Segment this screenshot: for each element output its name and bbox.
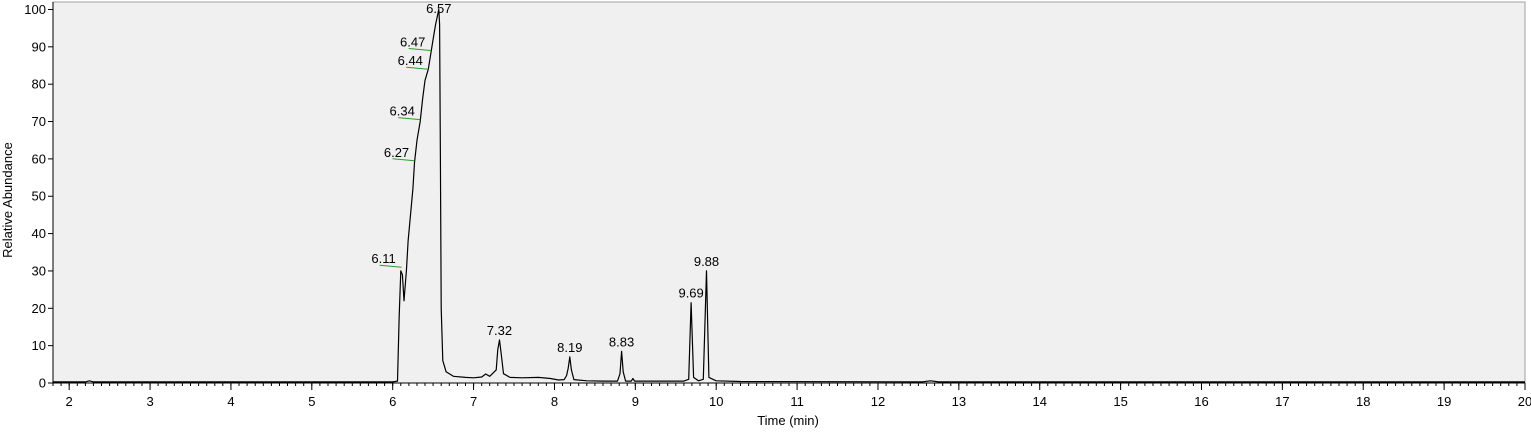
y-axis-ticks: 0 10 20 30 40 50 60 70 80 90 100 bbox=[24, 2, 53, 391]
x-tick-label: 9 bbox=[632, 394, 639, 409]
x-tick-label: 19 bbox=[1437, 394, 1451, 409]
peak-labels: 6.11 6.27 6.34 6.44 6.47 6.57 7.32 8.19 8.83 9.69… bbox=[371, 1, 719, 355]
y-tick-label: 70 bbox=[32, 114, 46, 129]
y-tick-label: 60 bbox=[32, 151, 46, 166]
y-tick-label: 50 bbox=[32, 189, 46, 204]
peak-label: 6.44 bbox=[398, 53, 423, 68]
trace-group bbox=[53, 8, 1525, 383]
y-tick-label: 30 bbox=[32, 263, 46, 278]
peak-label: 6.34 bbox=[390, 104, 415, 119]
chromatogram-trace bbox=[53, 8, 1525, 383]
x-tick-label: 20 bbox=[1518, 394, 1531, 409]
x-tick-label: 7 bbox=[470, 394, 477, 409]
peak-label: 6.11 bbox=[371, 251, 395, 266]
y-tick-label: 0 bbox=[39, 376, 46, 391]
peak-label: 6.27 bbox=[384, 145, 409, 160]
peak-marker bbox=[408, 48, 431, 52]
peak-label: 6.47 bbox=[400, 35, 425, 50]
y-tick-label: 90 bbox=[32, 39, 46, 54]
x-tick-label: 15 bbox=[1113, 394, 1127, 409]
x-tick-label: 11 bbox=[790, 394, 804, 409]
y-tick-label: 10 bbox=[32, 338, 46, 353]
x-tick-label: 10 bbox=[709, 394, 723, 409]
peak-marker bbox=[406, 66, 429, 70]
x-axis-label: Time (min) bbox=[757, 413, 819, 428]
x-tick-label: 8 bbox=[551, 394, 558, 409]
x-axis-ticks: 2 3 4 5 6 7 8 9 10 11 12 13 14 15 16 17 18 19 20 bbox=[66, 383, 1531, 409]
x-tick-label: 13 bbox=[952, 394, 966, 409]
x-tick-label: 16 bbox=[1194, 394, 1208, 409]
peak-markers bbox=[379, 48, 431, 268]
peak-label: 9.69 bbox=[678, 286, 703, 301]
x-tick-label: 12 bbox=[871, 394, 885, 409]
peak-label: 9.88 bbox=[694, 254, 719, 269]
y-tick-label: 80 bbox=[32, 77, 46, 92]
x-tick-label: 14 bbox=[1032, 394, 1046, 409]
x-tick-label: 17 bbox=[1275, 394, 1289, 409]
peak-label: 7.32 bbox=[487, 323, 512, 338]
peak-label: 6.57 bbox=[426, 1, 451, 16]
plot-area bbox=[52, 1, 1526, 384]
x-tick-label: 5 bbox=[308, 394, 315, 409]
peak-label: 8.19 bbox=[557, 340, 582, 355]
y-tick-label: 100 bbox=[24, 2, 46, 17]
peak-label: 8.83 bbox=[609, 334, 634, 349]
y-tick-label: 20 bbox=[32, 301, 46, 316]
y-axis-label: Relative Abundance bbox=[0, 142, 15, 258]
y-tick-label: 40 bbox=[32, 226, 46, 241]
x-tick-label: 4 bbox=[227, 394, 234, 409]
peak-marker bbox=[398, 117, 421, 121]
peak-marker bbox=[392, 158, 415, 162]
peak-marker bbox=[379, 264, 402, 268]
x-tick-label: 3 bbox=[146, 394, 153, 409]
x-tick-label: 6 bbox=[389, 394, 396, 409]
x-tick-label: 18 bbox=[1356, 394, 1370, 409]
x-tick-label: 2 bbox=[66, 394, 73, 409]
